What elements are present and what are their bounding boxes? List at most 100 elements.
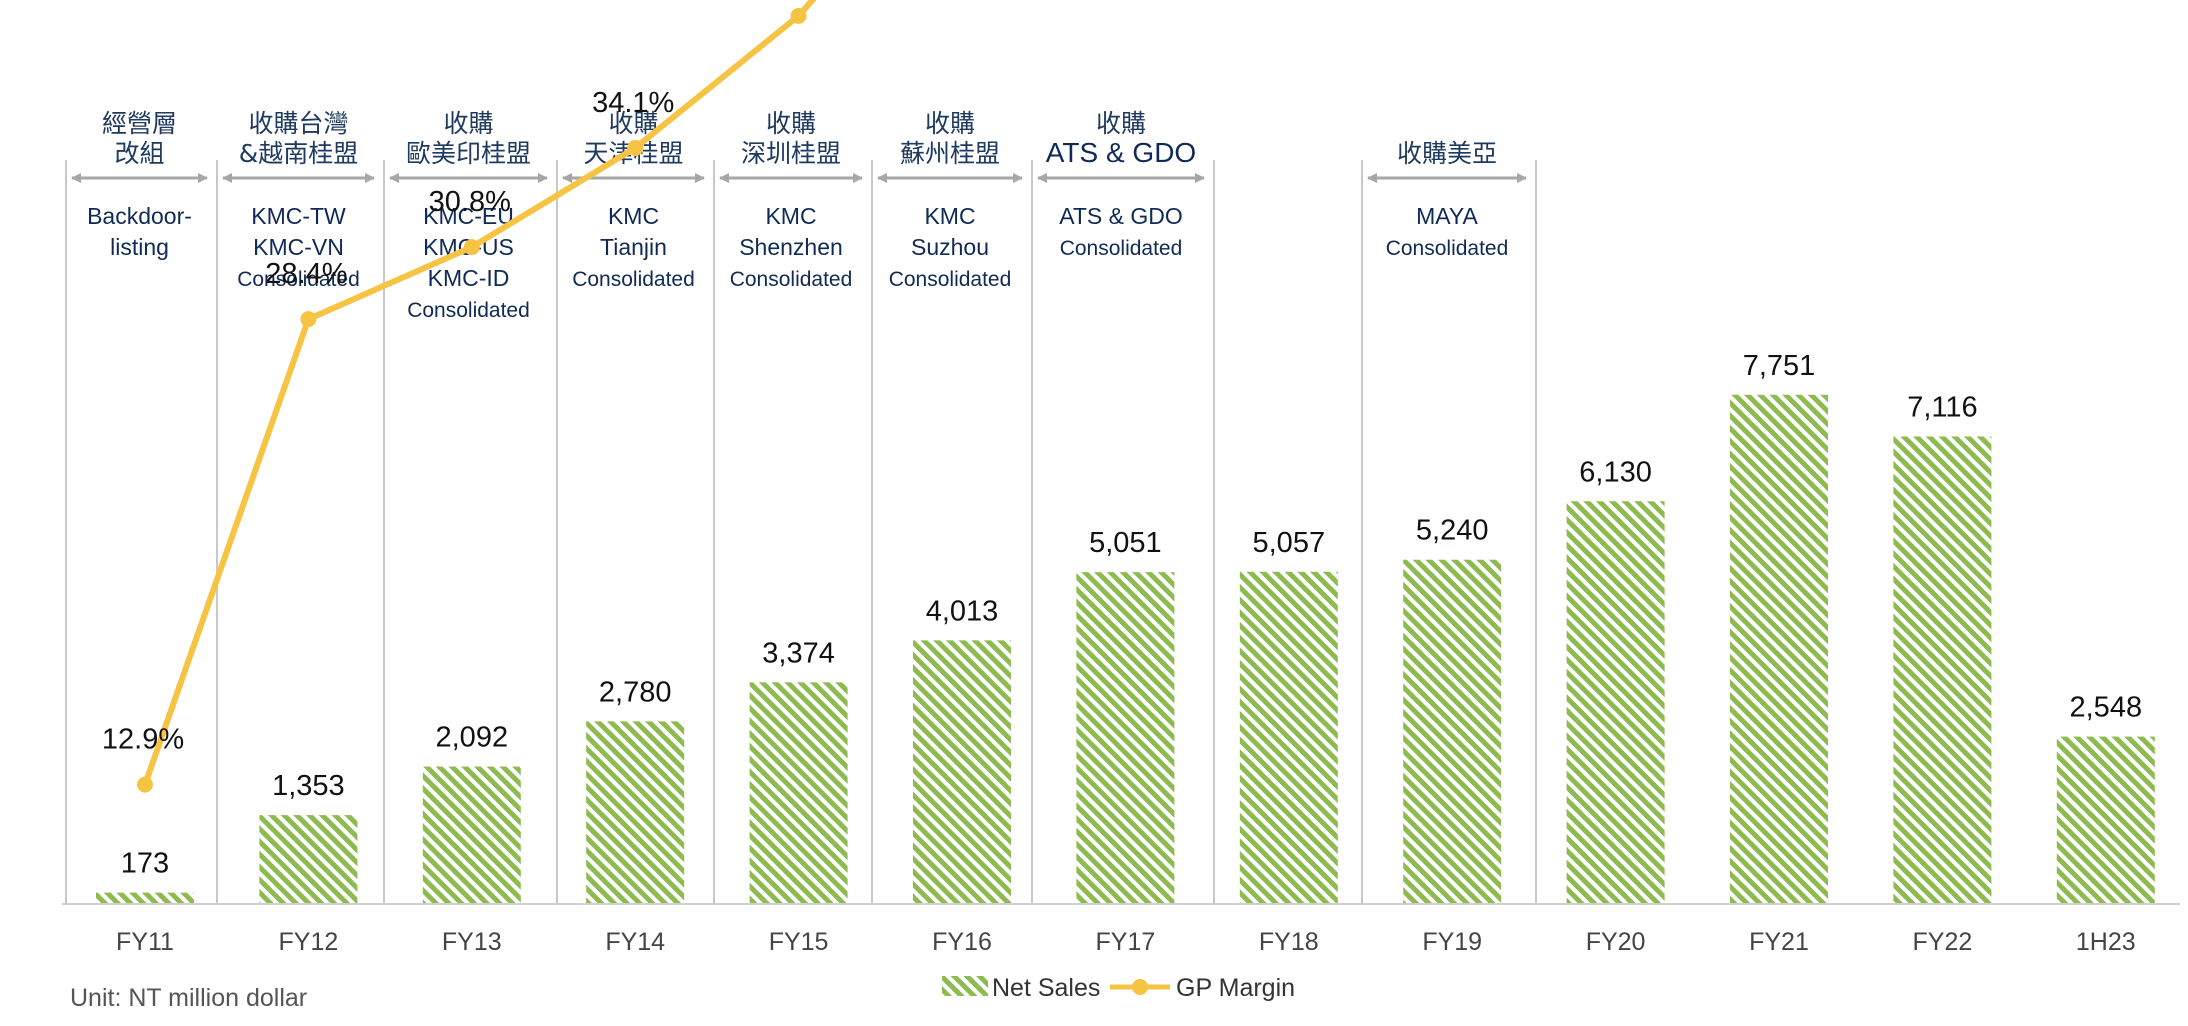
- bar-FY11: [96, 892, 194, 904]
- bar-label-FY16: 4,013: [926, 595, 999, 627]
- bar-1H23: [2056, 736, 2155, 904]
- x-axis-ticks: FY11 FY12 FY13 FY14 FY15 FY16 FY17 FY18 FY19 FY20…: [116, 928, 2136, 956]
- gp-point-FY15: [790, 7, 807, 24]
- gp-point-FY12: [300, 311, 317, 328]
- annotation-title-line: 改組: [114, 139, 164, 168]
- legend-label-net-sales: Net Sales: [992, 974, 1100, 1002]
- gp-margin-line: [137, 0, 817, 793]
- bar-label-FY22: 7,116: [1907, 391, 1977, 423]
- annotation-title-line: 歐美印桂盟: [406, 139, 531, 168]
- bar-FY22: [1893, 436, 1992, 904]
- annotation-detail-line: Consolidated: [1386, 237, 1509, 260]
- x-tick-FY13: FY13: [442, 928, 502, 956]
- annotation-title-line: 收購美亞: [1397, 139, 1497, 168]
- annotation-3: 收購天津桂盟KMCTianjinConsolidated: [562, 109, 705, 291]
- legend-marker-gp-margin: [1132, 979, 1148, 995]
- gp-label-FY14: 34.1%: [592, 87, 674, 119]
- annotation-detail-line: Consolidated: [237, 268, 360, 291]
- gp-point-FY11: [137, 776, 153, 793]
- annotation-detail-line: Shenzhen: [739, 234, 843, 260]
- x-tick-FY16: FY16: [932, 928, 992, 956]
- annotation-detail-line: KMC: [924, 203, 975, 229]
- annotation-detail-line: Consolidated: [572, 268, 695, 291]
- bar-FY20: [1566, 501, 1665, 904]
- x-tick-FY14: FY14: [605, 928, 665, 956]
- bar-label-FY12: 1,353: [272, 770, 345, 802]
- bar-FY15: [749, 682, 848, 904]
- annotation-title-line: ATS & GDO: [1046, 137, 1196, 168]
- annotation-title-line: 收購: [925, 109, 975, 138]
- x-tick-FY19: FY19: [1422, 928, 1482, 956]
- annotation-detail-line: ATS & GDO: [1059, 203, 1183, 229]
- data-labels: 173 1,353 2,092 2,780 3,374 4,013 5,051 5,057 5,…: [102, 87, 2143, 880]
- x-tick-FY22: FY22: [1913, 928, 1973, 956]
- x-tick-FY20: FY20: [1586, 928, 1646, 956]
- annotation-detail-line: KMC-VN: [253, 234, 344, 260]
- bar-label-FY13: 2,092: [436, 722, 509, 754]
- legend: Net Sales GP Margin: [942, 974, 1295, 1002]
- bar-label-1H23: 2,548: [2070, 692, 2143, 724]
- legend-swatch-net-sales: [942, 976, 988, 996]
- bar-label-FY17: 5,051: [1089, 527, 1162, 559]
- bar-label-FY11: 173: [121, 848, 169, 880]
- annotation-detail-line: Consolidated: [407, 299, 530, 322]
- annotation-detail-line: listing: [110, 234, 169, 260]
- bar-FY21: [1730, 394, 1828, 904]
- annotation-detail-line: KMC: [765, 203, 816, 229]
- gp-label-FY13: 30.8%: [429, 186, 511, 218]
- gp-point-FY13: [463, 239, 480, 256]
- bar-label-FY21: 7,751: [1743, 350, 1816, 382]
- bar-label-FY15: 3,374: [762, 637, 835, 669]
- annotation-title-line: 蘇州桂盟: [900, 139, 1000, 168]
- x-tick-FY21: FY21: [1749, 928, 1809, 956]
- gp-point-FY14: [627, 139, 644, 156]
- annotation-title-line: 收購: [443, 109, 493, 138]
- bar-FY13: [422, 766, 521, 904]
- annotation-1: 收購台灣&越南桂盟 KMC-TW KMC-VN Consolidated: [222, 109, 375, 291]
- x-tick-FY11: FY11: [116, 928, 174, 956]
- x-tick-1H23: 1H23: [2076, 928, 2136, 956]
- gp-label-FY11: 12.9%: [102, 724, 184, 756]
- annotation-detail-line: KMC-TW: [251, 203, 346, 229]
- x-tick-FY12: FY12: [279, 928, 339, 956]
- annotation-detail-line: Suzhou: [911, 234, 989, 260]
- annotation-title-line: 收購: [1096, 109, 1146, 138]
- bar-FY14: [586, 721, 685, 904]
- annotation-detail-line: Consolidated: [889, 268, 1012, 291]
- x-tick-FY17: FY17: [1096, 928, 1156, 956]
- unit-note: Unit: NT million dollar: [70, 984, 307, 1012]
- bar-FY18: [1239, 571, 1338, 904]
- annotation-detail-line: Consolidated: [1060, 237, 1183, 260]
- bar-label-FY18: 5,057: [1253, 527, 1326, 559]
- annotation-7: 收購美亞 MAYA Consolidated: [1367, 139, 1527, 260]
- annotation-detail-line: Tianjin: [600, 234, 667, 260]
- legend-label-gp-margin: GP Margin: [1176, 974, 1295, 1002]
- bar-label-FY14: 2,780: [599, 676, 672, 708]
- bar-FY19: [1403, 559, 1502, 904]
- net-sales-bars: [96, 394, 2155, 904]
- annotation-detail-line: KMC-ID: [428, 265, 510, 291]
- annotation-title-line: 經營層: [102, 109, 177, 138]
- annotation-detail-line: MAYA: [1416, 203, 1478, 229]
- annotation-title-line: 收購台灣: [248, 109, 348, 138]
- bar-label-FY19: 5,240: [1416, 515, 1489, 547]
- annotation-title-line: &越南桂盟: [239, 139, 359, 168]
- annotation-detail-line: Backdoor-: [87, 203, 192, 229]
- annotation-detail-line: KMC: [608, 203, 659, 229]
- x-tick-FY18: FY18: [1259, 928, 1319, 956]
- annotation-detail-line: KMC-EU: [423, 203, 514, 229]
- annotation-title-line: 收購: [766, 109, 816, 138]
- x-tick-FY15: FY15: [769, 928, 829, 956]
- bar-label-FY20: 6,130: [1579, 456, 1652, 488]
- gp-label-FY12: 28.4%: [265, 258, 347, 290]
- annotation-detail-line: Consolidated: [730, 268, 853, 291]
- bar-FY16: [913, 640, 1011, 904]
- annotation-title-line: 深圳桂盟: [741, 139, 841, 168]
